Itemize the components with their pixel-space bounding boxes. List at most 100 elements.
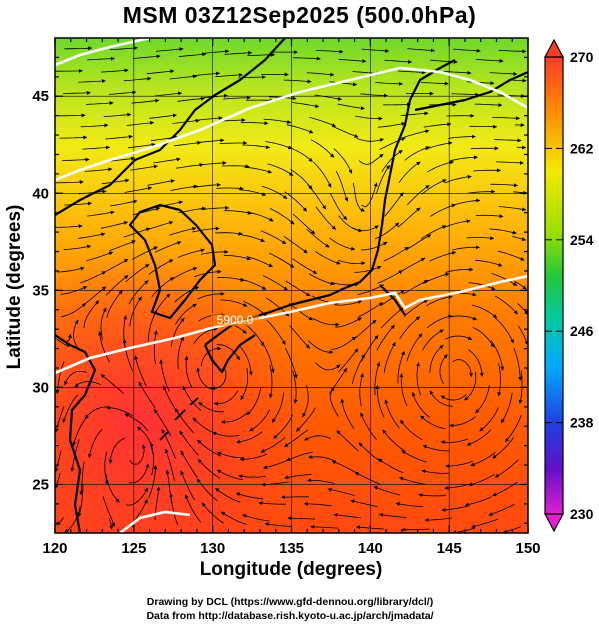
streamline bbox=[422, 272, 450, 284]
streamline bbox=[161, 429, 176, 459]
streamline bbox=[97, 331, 111, 363]
streamline bbox=[154, 91, 183, 97]
streamline bbox=[149, 113, 177, 119]
streamline bbox=[379, 137, 406, 150]
streamline bbox=[315, 49, 344, 54]
streamline bbox=[307, 340, 334, 355]
streamline bbox=[64, 46, 93, 51]
streamline bbox=[178, 52, 207, 57]
streamline bbox=[313, 161, 332, 188]
streamline bbox=[416, 362, 422, 396]
streamline bbox=[426, 314, 453, 329]
streamline bbox=[258, 501, 286, 506]
x-tick-label: 135 bbox=[279, 540, 304, 557]
streamline bbox=[398, 161, 421, 183]
streamline bbox=[375, 385, 385, 418]
streamline bbox=[490, 183, 518, 188]
height-contours bbox=[55, 38, 528, 533]
streamline bbox=[201, 502, 224, 524]
streamline bbox=[238, 474, 267, 479]
streamline bbox=[452, 245, 480, 251]
streamline bbox=[429, 344, 444, 373]
streamline bbox=[406, 333, 423, 362]
streamline bbox=[242, 144, 270, 150]
streamline bbox=[72, 319, 80, 351]
streamline bbox=[359, 373, 364, 407]
streamline bbox=[399, 257, 426, 273]
streamline bbox=[424, 517, 453, 523]
streamline bbox=[496, 160, 524, 165]
streamline bbox=[198, 160, 227, 166]
streamline bbox=[338, 348, 359, 373]
streamline bbox=[453, 48, 481, 53]
x-tick-label: 130 bbox=[200, 540, 225, 557]
streamline bbox=[449, 315, 477, 321]
streamline bbox=[355, 115, 383, 121]
streamline bbox=[284, 429, 309, 448]
streamline bbox=[171, 267, 198, 281]
streamline bbox=[351, 353, 365, 385]
streamline bbox=[466, 429, 492, 446]
streamline bbox=[159, 359, 170, 392]
streamline bbox=[179, 430, 199, 456]
streamline bbox=[466, 81, 495, 86]
streamline bbox=[475, 259, 503, 267]
streamline bbox=[404, 146, 430, 161]
streamline bbox=[444, 483, 472, 490]
streamline bbox=[517, 325, 528, 346]
streamline bbox=[79, 461, 85, 496]
streamline bbox=[406, 184, 430, 206]
streamline bbox=[80, 123, 109, 128]
x-axis-label: Longitude (degrees) bbox=[200, 559, 383, 580]
streamline bbox=[223, 95, 251, 100]
streamline bbox=[79, 271, 106, 284]
streamline bbox=[309, 116, 337, 127]
streamline bbox=[492, 481, 518, 497]
credit-drawing: Drawing by DCL (https://www.gfd-dennou.o… bbox=[146, 596, 434, 608]
streamline bbox=[308, 273, 335, 286]
streamline bbox=[262, 275, 288, 291]
streamline bbox=[357, 284, 384, 296]
streamline bbox=[448, 134, 476, 139]
streamline bbox=[176, 162, 204, 169]
streamline bbox=[78, 79, 106, 84]
streamline bbox=[473, 168, 501, 173]
streamline bbox=[146, 69, 175, 75]
streamline bbox=[334, 300, 362, 306]
streamline bbox=[184, 494, 202, 523]
y-tick-label: 45 bbox=[32, 88, 49, 105]
streamline bbox=[421, 81, 449, 86]
streamline bbox=[475, 58, 504, 63]
streamline bbox=[513, 347, 523, 381]
streamline bbox=[240, 121, 269, 126]
streamline bbox=[87, 428, 103, 459]
streamline bbox=[219, 141, 248, 146]
streamline bbox=[493, 138, 522, 143]
streamline bbox=[479, 407, 499, 432]
streamline bbox=[498, 206, 527, 212]
streamline bbox=[307, 478, 335, 484]
streamline bbox=[283, 235, 308, 254]
axis-ticks bbox=[54, 38, 529, 533]
streamline bbox=[492, 437, 515, 459]
streamline bbox=[151, 277, 175, 298]
streamline bbox=[354, 471, 381, 485]
streamline bbox=[273, 414, 294, 439]
streamline bbox=[444, 174, 472, 184]
streamline bbox=[360, 93, 388, 98]
streamline bbox=[471, 518, 499, 529]
streamline bbox=[292, 213, 316, 235]
streamline bbox=[61, 157, 90, 162]
streamline bbox=[130, 164, 158, 171]
streamline bbox=[293, 56, 321, 61]
streamline bbox=[358, 153, 384, 166]
streamline bbox=[211, 366, 227, 391]
streamline bbox=[263, 459, 290, 470]
streamline bbox=[327, 487, 355, 496]
streamline bbox=[105, 473, 120, 503]
streamline bbox=[375, 164, 391, 195]
streamline bbox=[197, 439, 222, 457]
streamline bbox=[109, 199, 138, 207]
streamline bbox=[329, 81, 358, 87]
streamline bbox=[407, 48, 435, 53]
